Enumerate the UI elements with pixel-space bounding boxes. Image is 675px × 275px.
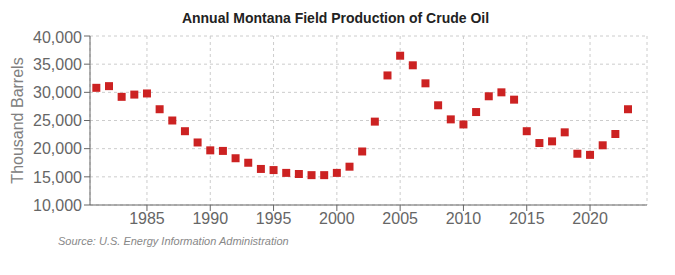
svg-text:2005: 2005 xyxy=(382,210,418,227)
svg-text:2015: 2015 xyxy=(509,210,545,227)
svg-text:1995: 1995 xyxy=(256,210,292,227)
svg-text:15,000: 15,000 xyxy=(33,169,82,186)
html-text:Annual Montana Field Productio: Annual Montana Field Production of Crude… xyxy=(181,10,490,26)
svg-text:1985: 1985 xyxy=(129,210,165,227)
svg-text:35,000: 35,000 xyxy=(33,56,82,73)
svg-text:10,000: 10,000 xyxy=(33,197,82,214)
svg-text:1990: 1990 xyxy=(192,210,228,227)
svg-text:40,000: 40,000 xyxy=(33,29,82,46)
svg-text:30,000: 30,000 xyxy=(33,84,82,101)
html-text:Source: U.S. Energy Informatio: Source: U.S. Energy Information Administ… xyxy=(58,235,289,247)
svg-text:2010: 2010 xyxy=(446,210,482,227)
svg-text:20,000: 20,000 xyxy=(33,140,82,157)
svg-text:2000: 2000 xyxy=(319,210,355,227)
svg-text:Thousand Barrels: Thousand Barrels xyxy=(9,57,26,183)
svg-text:2020: 2020 xyxy=(572,210,608,227)
svg-text:25,000: 25,000 xyxy=(33,112,82,129)
